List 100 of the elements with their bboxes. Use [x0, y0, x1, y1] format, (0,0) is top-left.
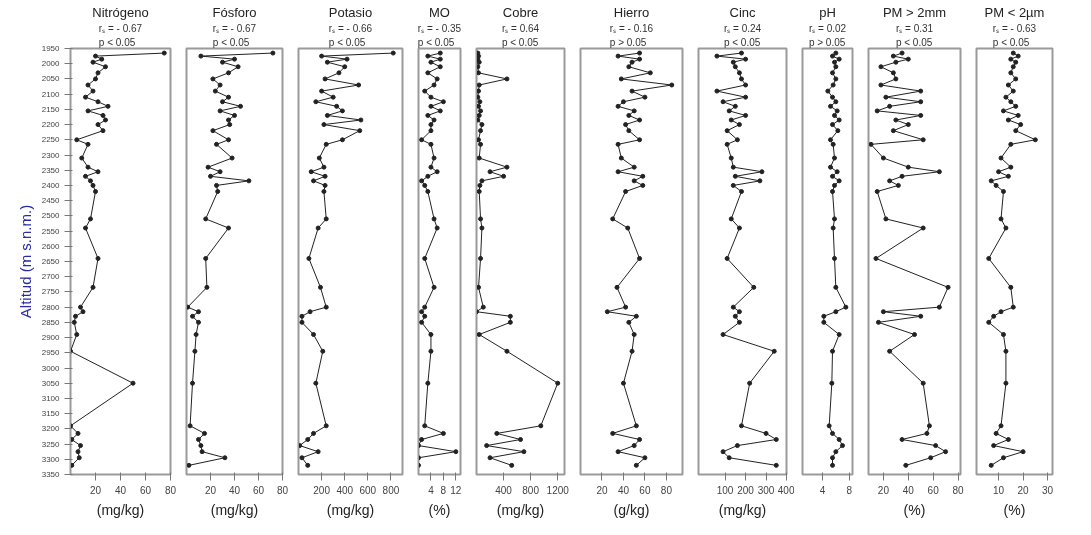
x-tick-label: 20 — [596, 484, 608, 496]
point — [504, 76, 510, 82]
chart-title: Potasio — [328, 4, 373, 20]
point — [918, 313, 924, 319]
point — [868, 141, 874, 147]
point — [936, 304, 942, 310]
point — [306, 255, 312, 261]
x-tick-label: 20 — [204, 484, 217, 496]
point — [615, 169, 621, 175]
point — [428, 128, 434, 134]
point — [308, 169, 314, 175]
chart-title: pH — [819, 4, 836, 20]
point — [235, 64, 241, 70]
point — [751, 284, 757, 290]
point — [217, 169, 223, 175]
point — [476, 284, 482, 290]
y-tick-label: 2450 — [41, 196, 61, 206]
y-tick-label: 2300 — [41, 150, 61, 160]
point — [321, 164, 327, 170]
point — [918, 88, 924, 94]
point — [198, 443, 204, 449]
point — [422, 423, 428, 429]
point — [476, 103, 482, 109]
point — [726, 455, 732, 461]
x-axis-title: (%) — [903, 501, 926, 518]
point — [425, 112, 431, 118]
point — [440, 99, 446, 105]
x-tick-label: 12 — [450, 484, 462, 496]
point — [227, 122, 233, 128]
point — [476, 137, 482, 143]
point — [202, 430, 207, 436]
point — [198, 53, 204, 59]
point — [615, 103, 621, 109]
point — [736, 70, 742, 76]
point — [610, 216, 616, 222]
point — [494, 430, 500, 436]
point — [618, 155, 624, 161]
point — [757, 178, 763, 184]
y-axis-title: Altitud (m s.n.m.) — [16, 204, 34, 319]
point — [1000, 108, 1006, 114]
point — [833, 284, 839, 290]
point — [479, 225, 485, 231]
x-tick-label: 4 — [428, 484, 435, 496]
point — [431, 284, 437, 290]
point — [323, 216, 329, 222]
chart-title: Cobre — [502, 4, 539, 20]
x-tick-label: 4 — [819, 484, 826, 496]
chart-title: Nitrógeno — [92, 4, 149, 20]
point — [226, 117, 231, 123]
point — [732, 103, 738, 109]
point — [943, 449, 949, 455]
point — [521, 449, 527, 455]
point — [669, 82, 675, 88]
point — [305, 462, 311, 468]
point — [501, 173, 507, 179]
point — [425, 189, 431, 195]
point — [728, 155, 734, 161]
point — [899, 437, 905, 442]
point — [246, 178, 252, 184]
point — [507, 319, 513, 325]
point — [1008, 70, 1014, 76]
point — [736, 225, 742, 231]
point — [208, 173, 213, 179]
x-tick-label: 400 — [777, 484, 795, 496]
point — [615, 449, 621, 455]
x-axis-title: (g/kg) — [613, 501, 650, 518]
point — [478, 255, 484, 261]
point — [773, 437, 779, 442]
point — [899, 50, 905, 56]
point — [732, 64, 738, 70]
x-tick-label: 60 — [927, 484, 940, 496]
point — [880, 309, 886, 315]
point — [825, 88, 831, 94]
point — [425, 173, 431, 179]
point — [843, 304, 849, 310]
point — [920, 225, 926, 231]
y-tick-label: 3300 — [41, 454, 61, 464]
chart-subtitle: rₛ = - 0.63 p < 0.05 — [992, 23, 1037, 49]
point — [626, 64, 632, 70]
x-tick-label: 20 — [877, 484, 890, 496]
point — [186, 462, 192, 468]
point — [311, 332, 317, 338]
point — [187, 423, 193, 429]
chart-subtitle: rₛ = 0.64 p < 0.05 — [501, 23, 540, 49]
point — [425, 53, 431, 59]
point — [933, 443, 939, 449]
point — [226, 225, 231, 231]
point — [890, 128, 896, 134]
point — [738, 50, 744, 56]
point — [487, 455, 493, 461]
x-tick-label: 40 — [228, 484, 241, 496]
point — [833, 449, 839, 455]
point — [720, 332, 726, 338]
point — [833, 50, 839, 56]
point — [734, 443, 740, 449]
point — [826, 423, 832, 429]
point — [487, 169, 493, 175]
x-tick-label: 80 — [276, 484, 289, 496]
x-tick-label: 800 — [522, 484, 540, 496]
point — [633, 313, 639, 319]
